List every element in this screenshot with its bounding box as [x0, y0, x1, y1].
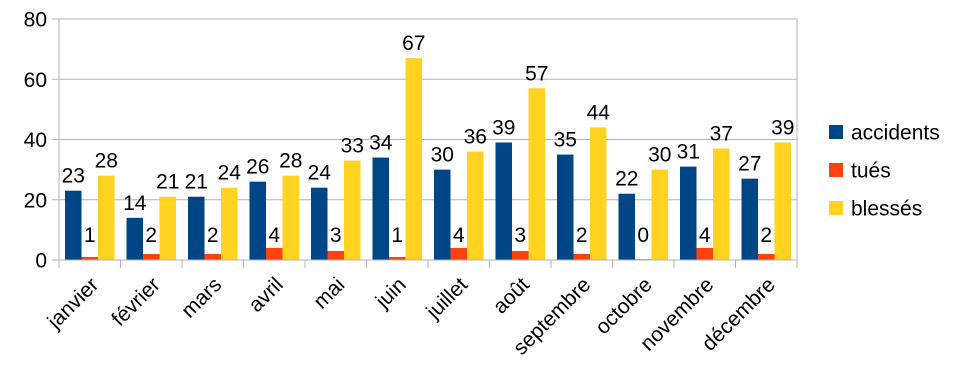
data-label-blessés: 67: [402, 32, 425, 55]
bar-tués-juillet: [450, 247, 467, 260]
data-label-tués: 4: [699, 224, 711, 247]
y-tick-label: 80: [24, 9, 47, 32]
bar-accidents-mai: [311, 187, 328, 260]
data-label-blessés: 21: [156, 171, 179, 194]
data-label-accidents: 39: [492, 117, 515, 140]
bar-blessés-mai: [344, 160, 361, 260]
y-tick-label: 0: [35, 250, 47, 273]
legend-label-blessés: blessés: [851, 198, 922, 221]
bar-blessés-juillet: [467, 151, 484, 260]
bar-blessés-février: [159, 196, 176, 260]
data-label-tués: 1: [391, 224, 403, 247]
data-label-accidents: 35: [554, 129, 577, 152]
bar-tués-mai: [327, 250, 344, 260]
bar-accidents-juin: [372, 157, 389, 260]
data-label-blessés: 36: [464, 126, 487, 149]
bar-blessés-mars: [221, 187, 238, 260]
x-tick-label: mai: [309, 273, 349, 313]
bar-blessés-avril: [282, 175, 299, 260]
bar-tués-mars: [204, 253, 221, 260]
data-label-tués: 2: [207, 224, 219, 247]
bar-tués-janvier: [81, 256, 98, 260]
x-tick-label: mars: [177, 273, 226, 322]
data-label-accidents: 22: [615, 168, 638, 191]
axes: [52, 18, 798, 268]
bar-accidents-novembre: [680, 166, 697, 260]
data-label-tués: 4: [453, 224, 465, 247]
data-label-blessés: 44: [587, 101, 611, 124]
data-label-blessés: 24: [218, 162, 242, 185]
data-label-tués: 2: [145, 224, 157, 247]
bar-accidents-août: [495, 142, 512, 260]
bar-tués-septembre: [573, 253, 590, 260]
x-tick-label: août: [489, 273, 534, 318]
data-label-accidents: 26: [246, 156, 269, 179]
x-tick-label: juillet: [421, 273, 472, 324]
data-label-tués: 1: [84, 224, 96, 247]
data-label-accidents: 27: [738, 153, 761, 176]
x-tick-label: avril: [244, 273, 287, 316]
data-label-tués: 2: [760, 224, 772, 247]
bar-blessés-août: [528, 88, 545, 260]
bar-blessés-juin: [405, 58, 422, 260]
bar-accidents-juillet: [434, 169, 451, 260]
data-label-accidents: 34: [369, 132, 393, 155]
data-label-accidents: 14: [123, 192, 147, 215]
bar-tués-novembre: [696, 247, 713, 260]
y-tick-label: 40: [24, 129, 47, 152]
bar-tués-décembre: [758, 253, 775, 260]
data-label-accidents: 23: [62, 165, 85, 188]
data-label-blessés: 57: [525, 62, 548, 85]
legend-swatch-tués: [829, 163, 843, 177]
bar-blessés-octobre: [651, 169, 668, 260]
data-label-accidents: 31: [677, 141, 700, 164]
y-tick-label: 60: [24, 69, 47, 92]
x-tick-label: juin: [371, 273, 411, 313]
y-tick-label: 20: [24, 189, 47, 212]
bar-accidents-février: [126, 217, 143, 260]
legend-label-tués: tués: [851, 160, 891, 183]
data-label-tués: 4: [268, 224, 280, 247]
bar-accidents-janvier: [65, 190, 82, 260]
legend: accidents tués blessés: [829, 122, 940, 221]
bar-tués-avril: [266, 247, 283, 260]
bar-tués-août: [512, 250, 529, 260]
bar-blessés-janvier: [98, 175, 115, 260]
bar-accidents-décembre: [741, 178, 758, 260]
bar-accidents-avril: [249, 181, 266, 260]
data-label-tués: 0: [637, 224, 649, 247]
x-tick-labels: janvier février mars avril mai juin juillet aoû…: [43, 273, 780, 360]
legend-label-accidents: accidents: [851, 122, 940, 145]
data-label-blessés: 30: [648, 144, 671, 167]
y-tick-labels: 0 20 40 60 80: [24, 9, 47, 273]
data-label-accidents: 30: [431, 144, 454, 167]
data-label-accidents: 21: [185, 171, 208, 194]
legend-swatch-blessés: [829, 201, 843, 215]
bar-blessés-novembre: [713, 148, 730, 260]
data-label-blessés: 28: [95, 150, 118, 173]
bar-accidents-mars: [188, 196, 205, 260]
data-label-accidents: 24: [308, 162, 332, 185]
bar-blessés-décembre: [774, 142, 791, 260]
data-label-tués: 3: [330, 224, 342, 247]
bar-blessés-septembre: [590, 127, 607, 260]
bar-accidents-octobre: [618, 193, 635, 260]
data-label-tués: 2: [576, 224, 588, 247]
x-tick-label: janvier: [43, 273, 104, 334]
x-tick-label: février: [107, 273, 165, 331]
bars: [65, 58, 791, 260]
bar-accidents-septembre: [557, 154, 574, 260]
legend-swatch-accidents: [829, 125, 843, 139]
data-label-blessés: 33: [341, 135, 364, 158]
bar-tués-juin: [389, 256, 406, 260]
data-label-blessés: 28: [279, 150, 302, 173]
data-label-tués: 3: [514, 224, 526, 247]
data-label-blessés: 39: [771, 117, 794, 140]
bar-tués-février: [143, 253, 160, 260]
data-label-blessés: 37: [710, 123, 733, 146]
